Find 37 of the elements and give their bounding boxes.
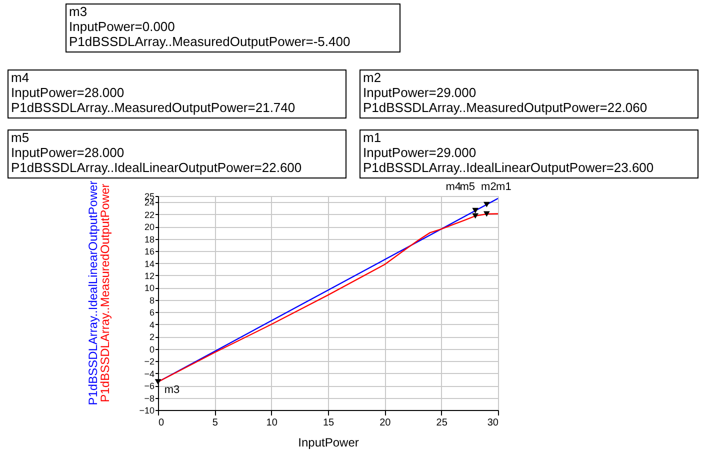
y-tick-label: 22	[144, 210, 154, 220]
y-tick-label: 20	[144, 222, 154, 232]
annotation: m4	[446, 181, 461, 193]
y-tick-label: 6	[149, 308, 154, 318]
text: m2 InputPower=29.000 P1dBSSDLArray..MeasuredOutputPower=22.060	[363, 70, 648, 115]
x-tick-label: 25	[436, 418, 448, 428]
text: m5 InputPower=28.000 P1dBSSDLArray..IdealLinearOutputPower=22.600	[11, 130, 302, 175]
y-tick-label: −2	[144, 356, 154, 367]
x-tick-label: 30	[487, 418, 499, 428]
y-tick-label: 14	[144, 258, 154, 269]
y-tick-label: 0	[149, 344, 154, 354]
y-tick-label: −4	[144, 368, 154, 379]
y-tick-label: −8	[144, 393, 154, 404]
x-tick-label: 15	[322, 418, 334, 428]
y-tick-label: 8	[149, 295, 154, 306]
y-tick-label: 4	[149, 320, 154, 330]
x-tick-label: 0	[158, 418, 164, 428]
y-tick-label: −10	[139, 406, 154, 416]
y-tick-label: 2	[149, 332, 154, 342]
text: m1 InputPower=29.000 P1dBSSDLArray..IdealLinearOutputPower=23.600	[363, 130, 654, 175]
annotation: m5	[460, 181, 475, 193]
text: P1dBSSDLArray..MeasuredOutputPower	[98, 184, 112, 402]
x-tick-label: 5	[212, 418, 218, 428]
text: P1dBSSDLArray..IdealLinearOutputPower	[86, 180, 100, 406]
x-tick-label: 10	[266, 418, 278, 428]
y-tick-label: 10	[144, 283, 154, 294]
annotation: m2	[481, 181, 496, 193]
x-tick-label: 20	[380, 418, 392, 428]
text: m3 InputPower=0.000 P1dBSSDLArray..MeasuredOutputPower=-5.400	[69, 4, 350, 49]
y-tick-label: −6	[144, 381, 154, 392]
y-tick-label: 18	[144, 234, 154, 244]
y-tick-label: 12	[144, 270, 154, 281]
annotation: m1	[496, 181, 512, 193]
annotation: m3	[164, 384, 180, 396]
x-axis-title: InputPower	[298, 436, 359, 450]
text: m4 InputPower=28.000 P1dBSSDLArray..MeasuredOutputPower=21.740	[11, 70, 296, 115]
y-tick-label: 16	[144, 246, 154, 257]
